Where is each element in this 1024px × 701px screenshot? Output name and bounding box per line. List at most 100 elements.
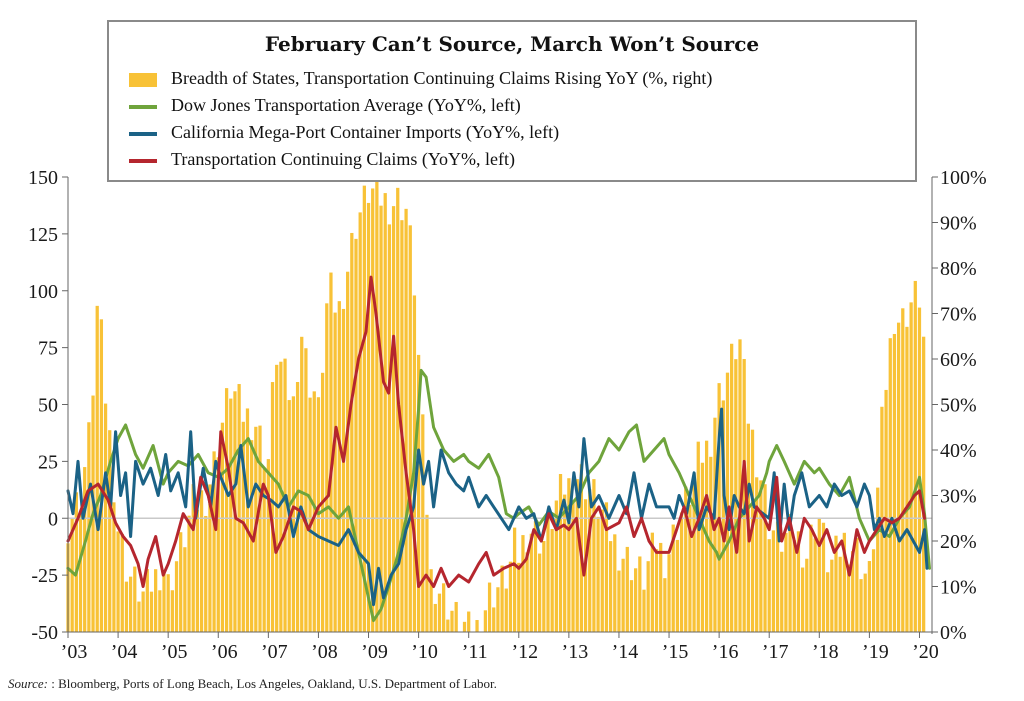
breadth-bar xyxy=(796,531,801,632)
breadth-bar xyxy=(617,570,621,632)
breadth-bar xyxy=(158,590,162,632)
breadth-bar xyxy=(504,588,508,632)
breadth-bar xyxy=(358,212,362,632)
breadth-bar xyxy=(371,188,375,632)
left-tick-label: 25 xyxy=(38,451,58,473)
breadth-bar xyxy=(500,565,504,632)
breadth-bar xyxy=(450,610,454,632)
breadth-bar xyxy=(425,514,429,632)
breadth-bar xyxy=(116,531,120,632)
breadth-bar xyxy=(492,607,496,632)
x-tick-label: ’05 xyxy=(161,641,188,663)
breadth-bar xyxy=(851,551,855,632)
breadth-bar xyxy=(521,535,525,632)
breadth-bar xyxy=(442,583,446,632)
breadth-bar xyxy=(834,535,838,632)
breadth-bar xyxy=(467,611,471,632)
breadth-bar xyxy=(842,532,846,632)
breadth-bar xyxy=(341,308,346,632)
breadth-bar xyxy=(275,364,279,632)
breadth-bar xyxy=(83,467,87,632)
left-tick-label: 125 xyxy=(28,224,58,246)
legend-item-dow-jones: Dow Jones Transportation Average (YoY%, … xyxy=(129,95,521,116)
breadth-bar xyxy=(108,430,112,632)
x-tick-label: ’08 xyxy=(311,641,338,663)
breadth-bar xyxy=(387,224,392,633)
breadth-bar xyxy=(909,302,913,632)
breadth-bar xyxy=(525,552,529,632)
breadth-bar xyxy=(346,271,350,632)
breadth-bar xyxy=(792,540,796,632)
right-tick-label: 80% xyxy=(940,258,977,280)
breadth-bar xyxy=(922,336,926,632)
breadth-bar xyxy=(642,589,646,632)
breadth-bar xyxy=(433,603,437,632)
breadth-bar xyxy=(224,388,229,632)
breadth-bar xyxy=(354,238,358,632)
breadth-bar xyxy=(187,515,191,632)
breadth-bar xyxy=(99,319,104,632)
breadth-bar xyxy=(237,384,241,632)
source-text: : Bloomberg, Ports of Long Beach, Los An… xyxy=(51,676,497,691)
breadth-bar xyxy=(558,474,563,632)
breadth-bar xyxy=(604,502,609,632)
right-tick-label: 30% xyxy=(940,486,977,508)
breadth-bar xyxy=(270,382,275,632)
x-tick-label: ’04 xyxy=(111,641,138,663)
left-tick-label: 0 xyxy=(48,508,58,530)
legend-item-breadth: Breadth of States, Transportation Contin… xyxy=(129,68,712,89)
breadth-bar xyxy=(408,225,412,632)
breadth-bar xyxy=(212,451,216,632)
breadth-bar xyxy=(291,396,296,632)
breadth-bar xyxy=(179,532,183,632)
x-tick-label: ’09 xyxy=(361,641,388,663)
breadth-bar xyxy=(241,421,245,632)
breadth-bar xyxy=(542,541,546,632)
breadth-bar xyxy=(721,400,725,632)
breadth-bars xyxy=(66,177,926,633)
breadth-bar xyxy=(133,566,137,632)
breadth-bar xyxy=(896,322,901,632)
claims-line xyxy=(66,275,926,588)
breadth-bar xyxy=(821,522,826,632)
breadth-bar xyxy=(621,558,625,632)
legend-swatch-claims xyxy=(129,158,157,163)
legend-label-dow-jones: Dow Jones Transportation Average (YoY%, … xyxy=(171,95,521,115)
breadth-bar xyxy=(295,382,300,632)
breadth-bar xyxy=(855,537,859,632)
breadth-bar xyxy=(258,425,262,632)
breadth-bar xyxy=(813,538,817,632)
breadth-bar xyxy=(391,206,396,632)
breadth-bar xyxy=(508,561,513,632)
breadth-bar xyxy=(805,558,809,632)
breadth-bar xyxy=(800,567,805,632)
x-tick-label: ’16 xyxy=(712,641,739,663)
breadth-bar xyxy=(596,516,600,632)
right-tick-label: 100% xyxy=(940,167,987,189)
breadth-bar xyxy=(191,484,195,632)
breadth-bar xyxy=(112,502,116,632)
breadth-bar xyxy=(128,576,133,632)
breadth-bar xyxy=(646,561,650,632)
x-tick-label: ’11 xyxy=(462,641,488,663)
breadth-bar xyxy=(487,582,492,632)
breadth-bar xyxy=(333,312,337,632)
breadth-bar xyxy=(871,549,876,632)
breadth-bar xyxy=(667,554,671,632)
breadth-bar xyxy=(195,509,200,632)
breadth-bar xyxy=(817,518,821,632)
breadth-bar xyxy=(199,490,204,632)
legend-label-claims: Transportation Continuing Claims (YoY%, … xyxy=(171,149,516,169)
breadth-bar xyxy=(725,372,730,632)
left-tick-label: 150 xyxy=(28,167,58,189)
breadth-bar xyxy=(888,338,892,632)
breadth-bar xyxy=(141,591,145,632)
x-tick-label: ’15 xyxy=(662,641,689,663)
left-tick-label: -25 xyxy=(31,565,58,587)
legend-swatch-dow-jones xyxy=(129,104,157,109)
legend-label-megaport: California Mega-Port Container Imports (… xyxy=(171,122,560,142)
breadth-bar xyxy=(913,280,917,632)
breadth-bar xyxy=(863,573,867,632)
breadth-bar xyxy=(124,581,129,632)
breadth-bar xyxy=(329,272,333,632)
